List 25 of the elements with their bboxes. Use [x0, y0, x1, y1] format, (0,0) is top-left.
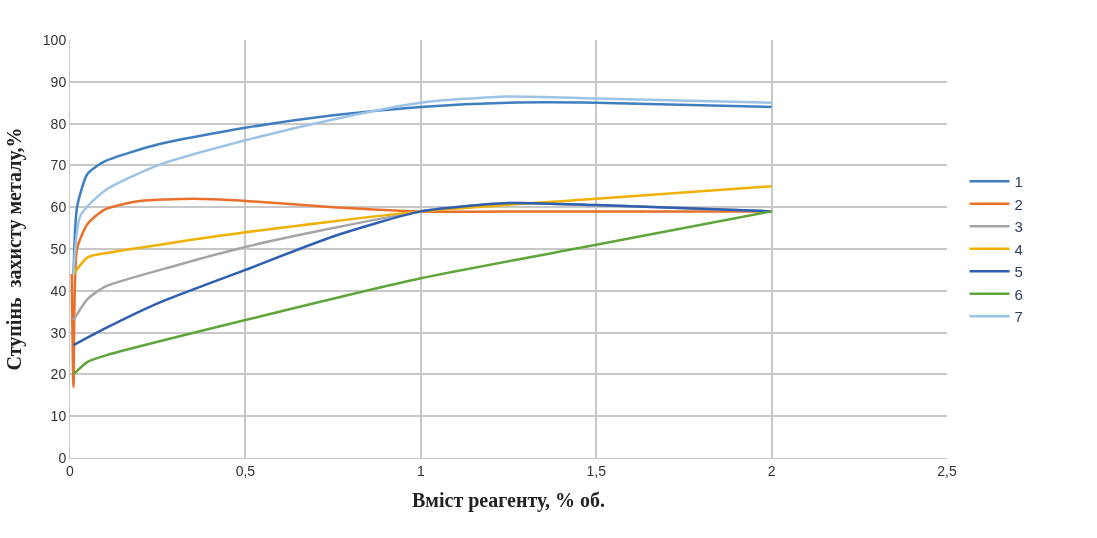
y-tick-label: 20 [50, 366, 67, 383]
legend-label: 3 [1014, 218, 1023, 236]
legend-label: 4 [1014, 240, 1023, 258]
y-tick-label: 80 [50, 115, 67, 132]
x-tick-label: 0,5 [235, 462, 256, 479]
y-axis-title: Ступінь захисту металу,% [3, 127, 27, 371]
y-tick-label: 100 [42, 31, 67, 48]
y-tick-label: 0 [58, 449, 67, 466]
x-tick-label: 2 [767, 462, 776, 479]
y-tick-label: 10 [50, 408, 67, 425]
x-axis-title: Вміст реагенту, % об. [412, 489, 605, 513]
legend-label: 5 [1014, 263, 1023, 281]
legend-label: 1 [1014, 173, 1023, 191]
legend-label: 7 [1014, 308, 1023, 326]
y-tick-label: 30 [50, 324, 67, 341]
y-tick-label: 50 [50, 240, 67, 257]
y-tick-label: 40 [50, 282, 67, 299]
y-tick-label: 70 [50, 157, 67, 174]
x-tick-label: 2,5 [937, 462, 957, 479]
x-tick-label: 1,5 [586, 462, 607, 479]
x-tick-label: 1 [416, 462, 425, 479]
y-tick-label: 60 [50, 199, 67, 216]
legend-label: 2 [1014, 195, 1023, 213]
y-tick-label: 90 [50, 73, 67, 90]
legend-label: 6 [1014, 285, 1023, 303]
